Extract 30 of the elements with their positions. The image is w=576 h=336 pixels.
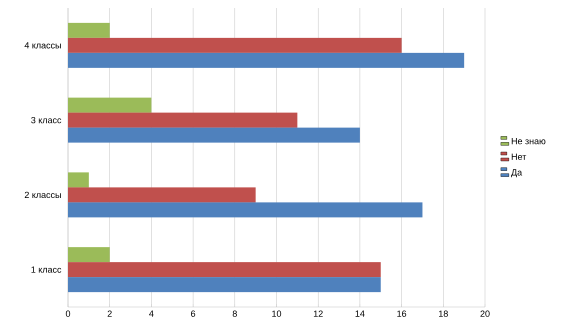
bar <box>68 112 298 128</box>
legend-label: Да <box>511 169 522 178</box>
bar <box>68 202 422 218</box>
x-tick-label: 6 <box>191 310 196 317</box>
x-tick-label: 18 <box>439 310 448 317</box>
x-tick-label: 4 <box>149 310 154 317</box>
x-tick-label: 2 <box>108 310 112 317</box>
bar <box>68 277 381 292</box>
bar <box>68 22 110 38</box>
legend-label: Не знаю <box>512 138 546 144</box>
bar <box>68 262 381 278</box>
bar <box>68 52 464 68</box>
x-tick-label: 20 <box>480 310 490 317</box>
bar <box>68 98 152 113</box>
bar <box>68 247 110 262</box>
legend-label: Нет <box>512 154 526 160</box>
x-tick-label: 0 <box>66 310 70 317</box>
x-tick-label: 10 <box>272 310 282 317</box>
x-tick-label: 16 <box>397 310 406 317</box>
bar <box>68 38 402 53</box>
y-tick-label: 3 класс <box>31 116 62 124</box>
x-tick-label: 12 <box>314 310 323 317</box>
x-tick-label: 14 <box>356 310 365 317</box>
y-tick-label: 2 классы <box>24 192 61 198</box>
x-tick-label: 8 <box>232 310 237 317</box>
y-tick-label: 1 класс <box>31 266 62 273</box>
bar <box>68 172 89 188</box>
bar <box>68 187 256 202</box>
y-tick-label: 4 классы <box>24 42 61 49</box>
bar <box>68 128 360 143</box>
